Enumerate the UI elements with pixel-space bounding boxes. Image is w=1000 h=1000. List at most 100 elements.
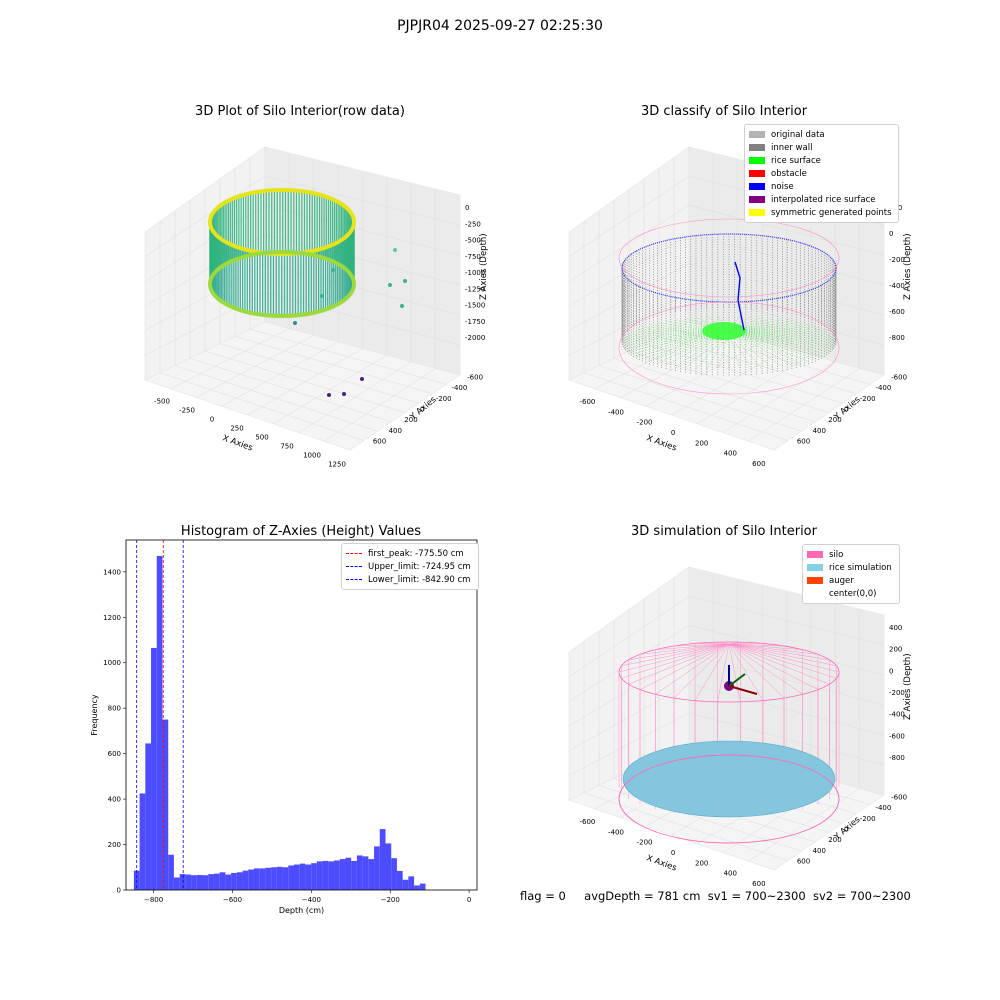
grid-line (688, 654, 885, 706)
z-tick-label: -1250 (465, 285, 485, 293)
z-tick-label: -800 (889, 754, 905, 762)
y-axis-label: Frequency (90, 694, 99, 736)
grid-line (748, 788, 860, 862)
auger-y-axis (728, 673, 746, 687)
x-tick-label: 600 (752, 460, 765, 468)
histogram-bar (299, 863, 306, 890)
y-tick-label: -400 (451, 384, 467, 392)
rice-surface-points (728, 330, 834, 349)
histogram-bar (151, 647, 157, 890)
y-tick-label: -200 (436, 395, 452, 403)
y-tick-label: 400 (108, 796, 121, 804)
z-tick-label: 0 (889, 667, 893, 675)
x-tick-label: -600 (579, 398, 595, 406)
grid-line (264, 175, 461, 226)
raw-outlier-point (342, 392, 346, 396)
z-tick-label: -200 (889, 256, 905, 264)
grid-line (688, 712, 885, 766)
histogram-legend: first_peak: -775.50 cm Upper_limit: -724… (341, 543, 479, 590)
x-tick-label: 1000 (303, 452, 321, 460)
legend-entry-noise: noise (749, 180, 894, 193)
silo-roof-line (621, 643, 730, 679)
grid-line (264, 234, 461, 286)
silo-roof-line (728, 643, 819, 655)
rice-surface-points (728, 330, 836, 347)
x-tick-label: -200 (637, 839, 653, 847)
legend-entry-first-peak: first_peak: -775.50 cm (346, 547, 474, 560)
z-tick-label: -500 (465, 237, 481, 245)
z-tick-label: -400 (889, 711, 905, 719)
histogram-bar (396, 870, 403, 890)
histogram-title: Histogram of Z-Axies (Height) Values (180, 524, 422, 539)
histogram-bar (294, 864, 300, 890)
y-tick-label: -400 (875, 804, 891, 812)
y-tick-label: 200 (404, 416, 417, 424)
y-tick-label: 600 (108, 750, 121, 758)
grid-line (688, 263, 885, 316)
x-tick-label: 600 (752, 880, 765, 888)
rice-surface-points (728, 330, 773, 369)
y-tick-label: 800 (108, 705, 121, 713)
rice-surface-core (702, 322, 746, 340)
histogram-bar (351, 860, 357, 890)
raw-outlier-point (400, 304, 404, 308)
floor-pane (568, 321, 885, 451)
silo-roof-line (717, 641, 730, 645)
histogram-bar (208, 874, 214, 890)
histogram-bar (213, 873, 220, 890)
flag-value: flag = 0 (520, 889, 566, 903)
z-tick-label: -750 (465, 253, 481, 261)
silo-roof-line (621, 643, 730, 667)
rice-surface-points (728, 326, 816, 332)
silo-roof-line (695, 643, 730, 645)
raw-outlier-point (320, 294, 324, 298)
grid-line (234, 336, 433, 394)
rice-simulation-surface (622, 740, 836, 818)
grid-line (324, 368, 436, 442)
y-tick-label: 400 (813, 427, 826, 435)
silo-roof-line (728, 643, 763, 645)
z-tick-label: 0 (465, 204, 469, 212)
classify-legend: original data inner wall rice surface ob… (744, 124, 899, 223)
pink-boundary (618, 301, 840, 395)
histogram-frame (125, 539, 478, 891)
legend-entry-rice-surface: rice surface (749, 154, 894, 167)
y-tick-label: 200 (828, 416, 841, 424)
histogram-bar (236, 872, 243, 890)
silo-roof-line (728, 643, 830, 685)
grid-line (272, 354, 388, 424)
histogram-bar (225, 874, 232, 890)
rice-surface-points (728, 330, 822, 357)
grid-line (688, 234, 885, 286)
rice-surface-points (675, 319, 730, 332)
silo-roof-line (639, 643, 730, 690)
y-tick-label: 400 (813, 847, 826, 855)
y-tick-label: 600 (373, 438, 386, 446)
rice-surface-points (728, 319, 783, 332)
histogram-bar (391, 858, 397, 890)
silo-roof-line (728, 643, 819, 690)
raw-outlier-point (331, 268, 335, 272)
rice-surface-points (728, 330, 741, 371)
histogram-bar (362, 856, 369, 890)
legend-entry-auger: auger (807, 574, 895, 587)
histogram-bar (196, 875, 203, 890)
silo-roof-line (728, 643, 785, 647)
grid-line (204, 350, 406, 413)
y-tick-label: 600 (797, 858, 810, 866)
sv1-value: sv1 = 700~2300 (707, 889, 806, 903)
rice-surface-points (728, 330, 827, 355)
histogram-bar (139, 793, 146, 890)
y-tick-label: 200 (828, 836, 841, 844)
y-tick-label: 600 (797, 438, 810, 446)
z-tick-label: -250 (465, 220, 481, 228)
legend-entry-interpolated: interpolated rice surface (749, 193, 894, 206)
rice-surface-points (728, 330, 836, 341)
histogram-bar (202, 875, 209, 890)
histogram-bar (259, 868, 266, 890)
grid-line (688, 595, 885, 646)
rice-surface-points (636, 330, 730, 357)
silo-roof-line (628, 643, 730, 685)
x-tick-label: -400 (608, 828, 624, 836)
histogram-bar (185, 874, 192, 890)
